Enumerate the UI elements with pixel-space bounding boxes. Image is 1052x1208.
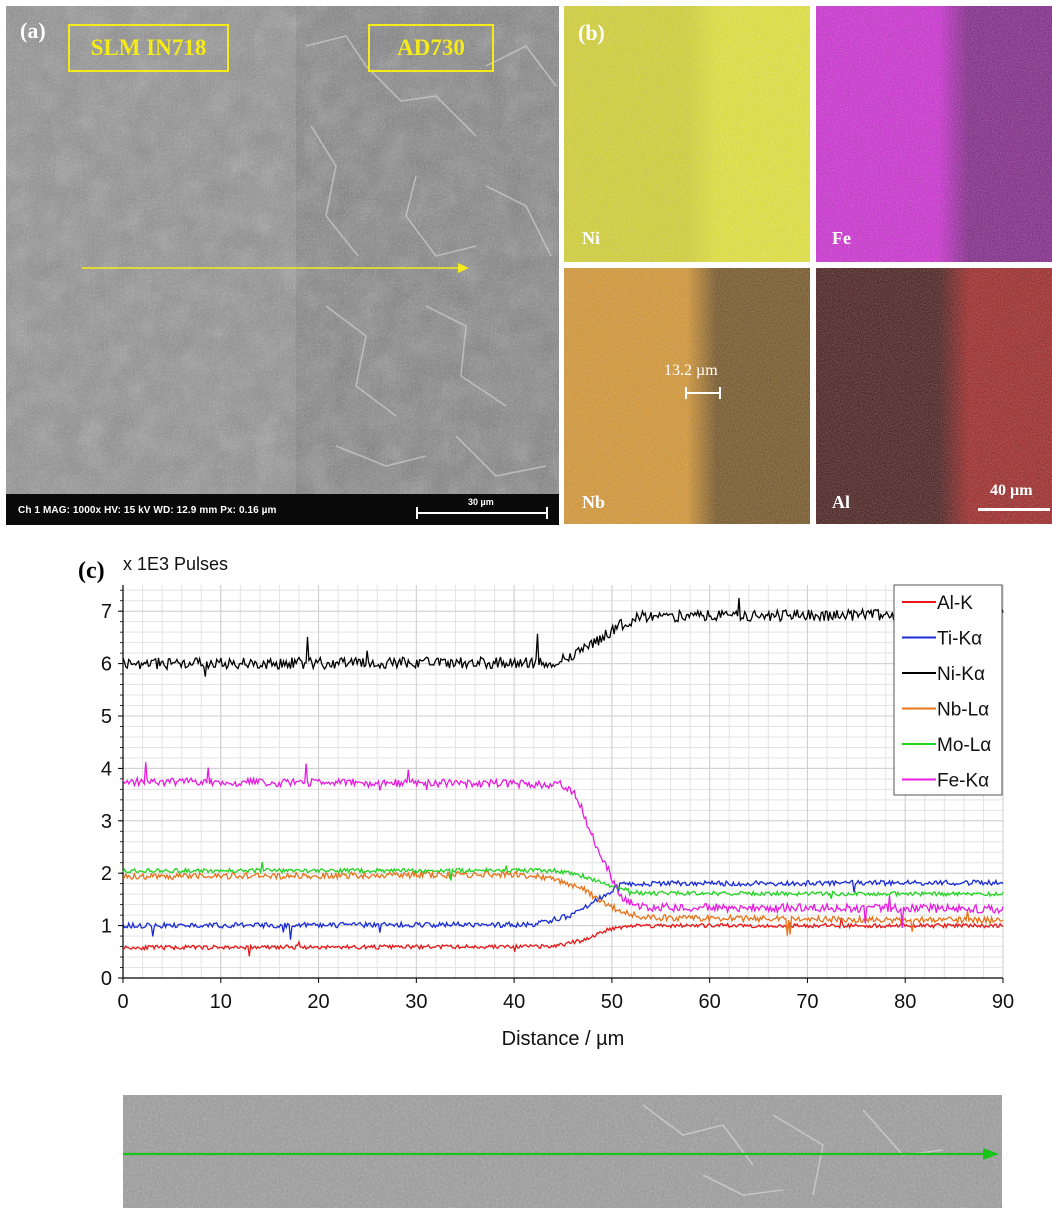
label-ad730: AD730 xyxy=(368,24,494,72)
x-tick-label: 0 xyxy=(117,991,128,1013)
legend-entry: Nb-Lα xyxy=(937,700,989,721)
x-tick-label: 80 xyxy=(894,991,916,1013)
legend-entry: Ni-Kα xyxy=(937,664,985,685)
sem-image-panel-a: (a) SLM IN718 AD730 Ch 1 MAG: 1000x HV: … xyxy=(6,6,559,525)
line-scan-chart-panel-c: 0 1 2 3 4 5 6 7 0 10 20 30 40 50 60 70 80 90 x 1E3 Pulses D… xyxy=(0,545,1052,1060)
x-tick-label: 10 xyxy=(210,991,232,1013)
sem-micrograph xyxy=(6,6,559,525)
x-tick-label: 50 xyxy=(601,991,623,1013)
map-label-al: Al xyxy=(832,492,850,512)
scale-bar-label: 30 µm xyxy=(468,497,494,507)
series-line-mo-l- xyxy=(122,861,1004,899)
y-tick-label: 1 xyxy=(101,916,112,938)
series-line-ni-k- xyxy=(122,594,1004,677)
interdiffusion-width-label: 13.2 µm xyxy=(664,362,718,379)
grain-boundaries xyxy=(305,35,557,477)
y-tick-label: 7 xyxy=(101,601,112,623)
scale-bar-tick-left xyxy=(416,507,418,519)
legend-entry: Al-K xyxy=(937,593,973,614)
map-label-fe: Fe xyxy=(832,228,851,248)
series-line-nb-l- xyxy=(122,869,1004,936)
y-tick-label: 6 xyxy=(101,654,112,676)
legend-entry: Ti-Kα xyxy=(937,629,982,650)
map-label-ni: Ni xyxy=(582,228,600,248)
x-axis-label: Distance / µm xyxy=(502,1028,625,1050)
y-tick-label: 0 xyxy=(101,968,112,990)
x-tick-label: 70 xyxy=(796,991,818,1013)
eds-map-image xyxy=(564,6,810,262)
series-line-ti-k- xyxy=(122,878,1004,940)
y-tick-label: 5 xyxy=(101,706,112,728)
x-tick-label: 90 xyxy=(992,991,1014,1013)
y-tick-label: 4 xyxy=(101,758,112,780)
strip-scan-arrow xyxy=(123,1148,999,1160)
eds-map-ni xyxy=(564,6,810,262)
panel-c-letter: (c) xyxy=(78,558,105,584)
x-tick-label: 60 xyxy=(699,991,721,1013)
sem-info-bar: Ch 1 MAG: 1000x HV: 15 kV WD: 12.9 mm Px… xyxy=(6,494,559,525)
y-axis-label: x 1E3 Pulses xyxy=(123,554,228,574)
label-slm-in718: SLM IN718 xyxy=(68,24,229,72)
panel-a-letter: (a) xyxy=(20,18,46,43)
map-scale-bar-label: 40 µm xyxy=(990,482,1033,499)
interdiffusion-width-bar xyxy=(685,387,721,399)
scale-bar-tick-right xyxy=(546,507,548,519)
map-scale-bar xyxy=(978,508,1050,511)
legend-entry: Mo-Lα xyxy=(937,735,991,756)
eds-map-al xyxy=(816,268,1052,524)
panel-b-letter: (b) xyxy=(578,20,605,45)
eds-maps-panel-b: (b) Ni Fe Nb Al 13.2 µm 40 µm xyxy=(564,6,1052,525)
strip-micrograph xyxy=(123,1095,1002,1208)
x-tick-label: 20 xyxy=(307,991,329,1013)
y-tick-label: 3 xyxy=(101,811,112,833)
sem-parameters: Ch 1 MAG: 1000x HV: 15 kV WD: 12.9 mm Px… xyxy=(18,505,277,516)
eds-map-image xyxy=(564,268,810,524)
map-label-nb: Nb xyxy=(582,492,606,512)
y-tick-label: 2 xyxy=(101,863,112,885)
eds-map-nb xyxy=(564,268,810,524)
legend-box xyxy=(893,584,1003,796)
x-tick-label: 40 xyxy=(503,991,525,1013)
eds-map-fe xyxy=(816,6,1052,262)
line-scan-sem-strip xyxy=(123,1095,1002,1208)
scan-arrow xyxy=(82,263,469,273)
eds-map-image xyxy=(816,6,1052,262)
series-line-fe-k- xyxy=(122,762,1004,929)
series-line-al-k xyxy=(122,917,1004,957)
x-tick-label: 30 xyxy=(405,991,427,1013)
legend-entry: Fe-Kα xyxy=(937,771,989,792)
eds-map-image xyxy=(816,268,1052,524)
plot-area xyxy=(123,585,1003,978)
scale-bar xyxy=(416,512,548,514)
